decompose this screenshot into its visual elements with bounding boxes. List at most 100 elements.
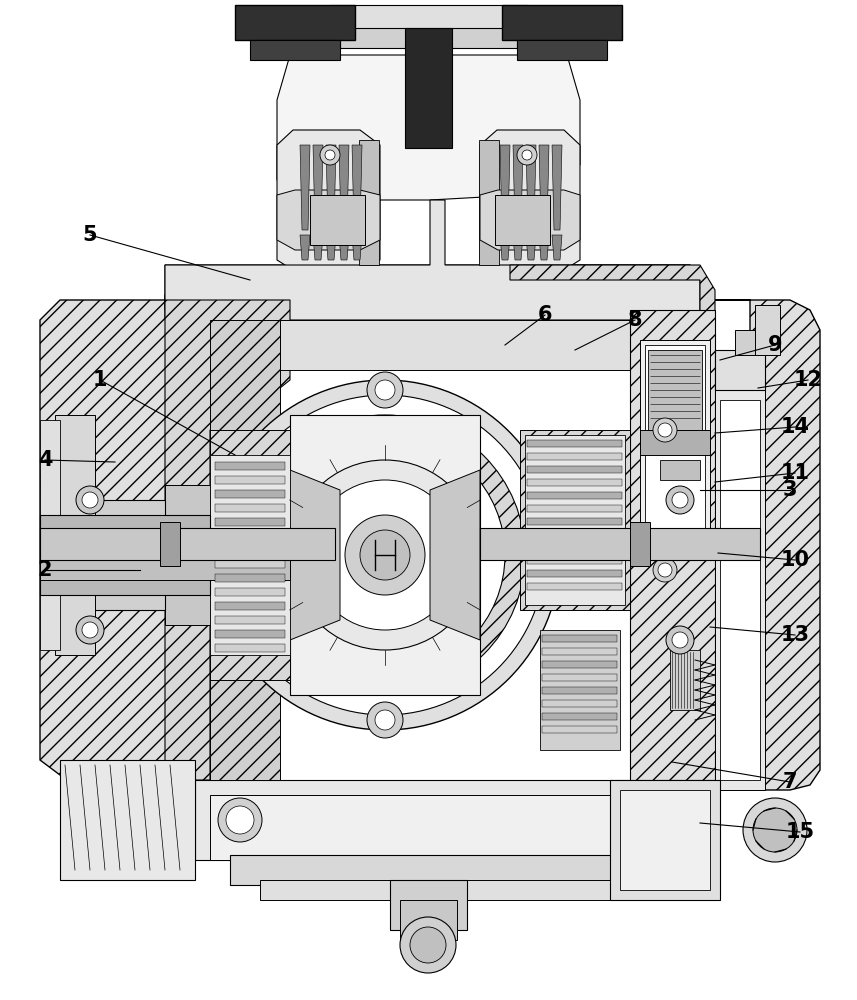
Bar [520,430,630,610]
Polygon shape [313,235,323,260]
Bar [660,540,700,560]
Circle shape [743,798,807,862]
Bar [715,390,765,790]
Bar [542,674,617,681]
Circle shape [76,616,104,644]
Circle shape [658,423,672,437]
Circle shape [400,917,456,973]
Bar [527,531,622,538]
Text: 5: 5 [82,225,98,245]
Circle shape [666,486,694,514]
Bar [527,440,622,447]
Bar [390,880,467,930]
Circle shape [245,415,525,695]
Bar [542,713,617,720]
Circle shape [82,622,98,638]
Bar [60,500,165,610]
Bar [640,430,710,455]
Circle shape [517,145,537,165]
Polygon shape [352,145,362,230]
Bar [40,420,60,650]
Bar [527,570,622,577]
Bar [755,305,780,355]
Circle shape [410,927,446,963]
Polygon shape [480,130,580,270]
Bar [542,648,617,655]
Bar [210,795,700,860]
Circle shape [375,710,395,730]
Text: 14: 14 [781,417,810,437]
Polygon shape [526,235,536,260]
Polygon shape [313,145,323,230]
Polygon shape [300,235,310,260]
Polygon shape [40,295,210,780]
Bar [542,700,617,707]
Bar [280,320,630,370]
Polygon shape [552,145,562,230]
Bar [648,350,702,430]
Polygon shape [277,130,380,270]
Polygon shape [195,320,715,795]
Text: 1: 1 [93,370,107,390]
Bar [479,140,499,265]
Polygon shape [300,145,310,230]
Text: 13: 13 [781,625,810,645]
Polygon shape [480,190,580,250]
Bar [527,544,622,551]
Bar [215,532,285,540]
Bar [330,5,527,30]
Bar [715,350,765,390]
Bar [215,518,285,526]
Text: 12: 12 [794,370,823,390]
Bar [40,515,210,595]
Polygon shape [290,470,340,640]
Bar [610,780,720,900]
Bar [620,790,710,890]
Polygon shape [500,235,510,260]
Bar [40,530,290,580]
Bar [542,687,617,694]
Circle shape [290,460,480,650]
Text: 15: 15 [785,822,814,842]
Bar [540,630,620,750]
Circle shape [653,558,677,582]
Circle shape [666,626,694,654]
Bar [230,855,680,885]
Bar [215,644,285,652]
Bar [495,195,550,245]
Bar [55,415,95,655]
Bar [160,522,180,566]
Bar [630,310,715,780]
Bar [215,476,285,484]
Bar [660,460,700,480]
Bar [542,726,617,733]
Text: 2: 2 [38,560,52,580]
Bar [527,492,622,499]
Text: 7: 7 [782,772,797,792]
Bar [40,528,335,560]
Bar [215,602,285,610]
Polygon shape [510,265,715,430]
Bar [527,518,622,525]
Polygon shape [326,145,336,230]
Polygon shape [630,320,700,780]
Polygon shape [339,145,349,230]
Text: 9: 9 [768,335,782,355]
Circle shape [658,563,672,577]
Circle shape [218,798,262,842]
Polygon shape [500,145,510,230]
Bar [215,504,285,512]
Polygon shape [526,145,536,230]
Bar [215,560,285,568]
Circle shape [310,480,460,630]
Bar [340,28,517,48]
Polygon shape [513,145,523,230]
Bar [527,583,622,590]
Polygon shape [539,235,549,260]
Bar [640,340,710,540]
Circle shape [76,486,104,514]
Bar [215,588,285,596]
Bar [735,330,765,355]
Text: 10: 10 [781,550,810,570]
Circle shape [345,515,425,595]
